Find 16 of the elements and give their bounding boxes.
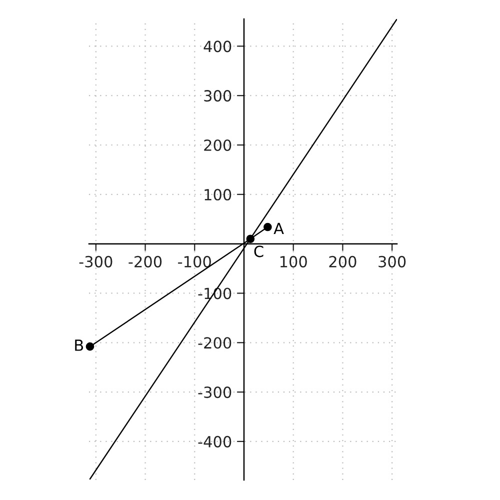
x-tick-label: 100 (280, 256, 307, 268)
x-tick-label: -300 (79, 256, 112, 268)
y-tick-label: -200 (198, 337, 232, 349)
y-tick-label: 100 (204, 188, 232, 200)
y-tick-label: 200 (204, 139, 232, 152)
annotation: A (274, 222, 284, 234)
y-tick-label: 300 (204, 90, 232, 102)
x-tick-label: 300 (378, 256, 406, 268)
x-tick-label: 200 (329, 256, 356, 268)
x-tick-label: -100 (178, 256, 211, 268)
annotation: B (75, 340, 84, 351)
x-tick-label: -200 (128, 256, 162, 268)
y-tick-label: -300 (198, 386, 232, 398)
y-tick-label: 400 (204, 40, 232, 52)
y-tick-label: -400 (198, 436, 232, 448)
annotation: C (254, 246, 264, 258)
